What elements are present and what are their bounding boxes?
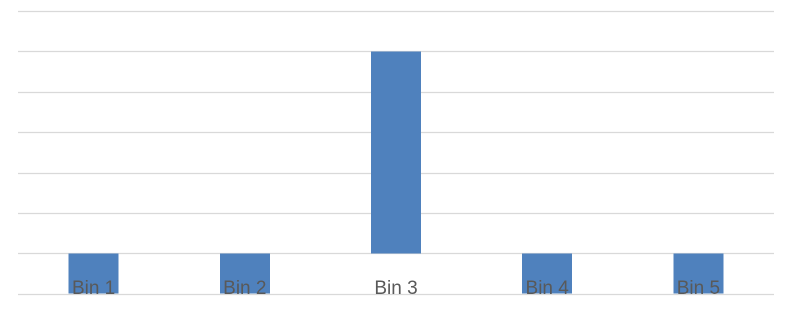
bar-bin-5 [673,253,724,294]
x-tick-label-4: Bin 4 [526,278,570,299]
x-axis-labels: Bin 1 Bin 2 Bin 3 Bin 4 Bin 5 [72,278,720,299]
x-tick-label-2: Bin 2 [223,278,266,299]
bar-bin-3 [371,51,421,254]
x-tick-label-1: Bin 1 [72,278,115,299]
bars [68,51,724,294]
bar-bin-2 [219,253,270,294]
bar-bin-1 [68,253,119,294]
bar-bin-4 [522,253,573,294]
x-tick-label-3: Bin 3 [374,278,417,299]
x-tick-label-5: Bin 5 [677,278,720,299]
